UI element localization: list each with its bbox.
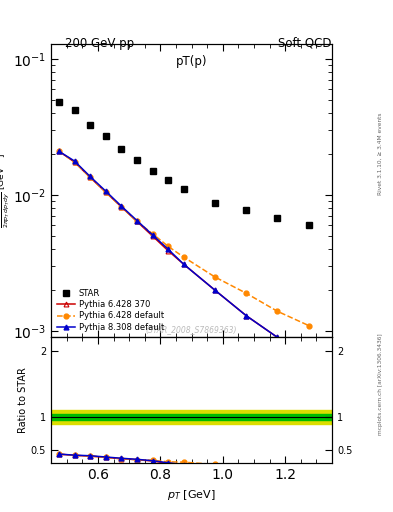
Text: (STAR_2008_S7869363): (STAR_2008_S7869363) bbox=[146, 326, 237, 334]
Pythia 8.308 default bbox=[182, 261, 186, 267]
Pythia 8.308 default bbox=[213, 287, 217, 293]
Pythia 8.308 default bbox=[119, 203, 124, 209]
STAR bbox=[134, 157, 139, 163]
Line: Pythia 6.428 370: Pythia 6.428 370 bbox=[57, 149, 311, 364]
Pythia 8.308 default bbox=[244, 313, 249, 319]
Pythia 6.428 default bbox=[275, 308, 280, 314]
Pythia 6.428 370 bbox=[119, 204, 124, 210]
STAR bbox=[213, 200, 217, 206]
STAR bbox=[72, 107, 77, 113]
Pythia 6.428 default bbox=[244, 290, 249, 296]
Pythia 8.308 default bbox=[88, 174, 92, 180]
Legend: STAR, Pythia 6.428 370, Pythia 6.428 default, Pythia 8.308 default: STAR, Pythia 6.428 370, Pythia 6.428 def… bbox=[55, 288, 165, 333]
STAR bbox=[88, 121, 92, 127]
STAR bbox=[103, 133, 108, 139]
Pythia 8.308 default bbox=[134, 218, 139, 224]
Pythia 6.428 default bbox=[182, 254, 186, 260]
STAR bbox=[275, 215, 280, 221]
Pythia 8.308 default bbox=[166, 246, 171, 252]
Pythia 6.428 default bbox=[119, 204, 124, 210]
STAR bbox=[306, 222, 311, 228]
Text: 200 GeV pp: 200 GeV pp bbox=[65, 37, 134, 50]
Pythia 6.428 370 bbox=[275, 334, 280, 340]
Line: Pythia 8.308 default: Pythia 8.308 default bbox=[57, 149, 311, 362]
Pythia 6.428 370 bbox=[182, 261, 186, 267]
Pythia 6.428 370 bbox=[244, 313, 249, 319]
Pythia 6.428 default bbox=[306, 323, 311, 329]
Pythia 6.428 default bbox=[134, 219, 139, 225]
Pythia 8.308 default bbox=[306, 356, 311, 362]
STAR bbox=[182, 186, 186, 193]
Pythia 6.428 370 bbox=[166, 248, 171, 254]
Line: STAR: STAR bbox=[55, 99, 312, 229]
Text: Soft QCD: Soft QCD bbox=[278, 37, 331, 50]
Pythia 6.428 370 bbox=[213, 287, 217, 293]
Line: Pythia 6.428 default: Pythia 6.428 default bbox=[57, 149, 311, 328]
STAR bbox=[119, 145, 124, 152]
Text: pT(p): pT(p) bbox=[176, 55, 208, 68]
Pythia 6.428 370 bbox=[88, 174, 92, 180]
Pythia 6.428 default bbox=[57, 148, 61, 154]
STAR bbox=[150, 168, 155, 174]
Pythia 6.428 370 bbox=[103, 189, 108, 195]
Y-axis label: Ratio to STAR: Ratio to STAR bbox=[18, 368, 28, 433]
Pythia 6.428 default bbox=[166, 243, 171, 249]
Pythia 6.428 370 bbox=[72, 159, 77, 165]
Pythia 6.428 370 bbox=[57, 148, 61, 154]
Pythia 8.308 default bbox=[275, 334, 280, 340]
Text: Rivet 3.1.10, ≥ 3.4M events: Rivet 3.1.10, ≥ 3.4M events bbox=[378, 112, 383, 195]
Pythia 8.308 default bbox=[150, 232, 155, 238]
STAR bbox=[57, 99, 61, 105]
Pythia 6.428 370 bbox=[306, 358, 311, 365]
Text: mcplots.cern.ch [arXiv:1306.3436]: mcplots.cern.ch [arXiv:1306.3436] bbox=[378, 333, 383, 435]
Pythia 6.428 default bbox=[88, 174, 92, 180]
Pythia 6.428 default bbox=[72, 159, 77, 165]
Pythia 8.308 default bbox=[57, 148, 61, 154]
STAR bbox=[166, 177, 171, 183]
Y-axis label: $\frac{1}{2\pi p_T}\frac{d^2N}{dp_T dy}$ [GeV$^{-2}$]: $\frac{1}{2\pi p_T}\frac{d^2N}{dp_T dy}$… bbox=[0, 153, 11, 228]
X-axis label: $p_T$ [GeV]: $p_T$ [GeV] bbox=[167, 488, 216, 502]
Pythia 6.428 370 bbox=[134, 219, 139, 225]
Pythia 8.308 default bbox=[103, 188, 108, 194]
STAR bbox=[244, 207, 249, 213]
Pythia 6.428 default bbox=[103, 189, 108, 195]
Pythia 6.428 370 bbox=[150, 233, 155, 239]
Pythia 8.308 default bbox=[72, 158, 77, 164]
Pythia 6.428 default bbox=[150, 231, 155, 237]
Pythia 6.428 default bbox=[213, 274, 217, 280]
